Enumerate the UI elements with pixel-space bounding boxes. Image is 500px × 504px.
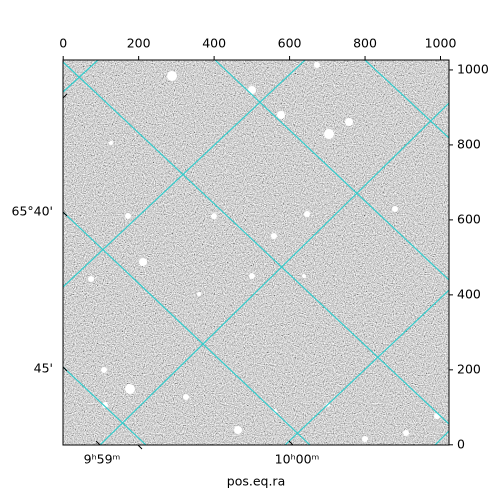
x-tick-label: 0 xyxy=(59,36,67,51)
x-axis-label: pos.eq.ra xyxy=(227,474,285,489)
y-tick-label: 800 xyxy=(457,136,481,151)
y-tick-label: 1000 xyxy=(457,61,489,76)
x-tick-label: 400 xyxy=(202,36,226,51)
x-tick-label: 600 xyxy=(278,36,302,51)
dec-tick-label: 45' xyxy=(34,361,53,376)
ra-tick-label: 10ʰ00ᵐ xyxy=(275,452,320,467)
ra-tick-label: 9ʰ59ᵐ xyxy=(84,452,121,467)
y-tick-label: 200 xyxy=(457,361,481,376)
y-tick-label: 400 xyxy=(457,286,481,301)
frame xyxy=(62,59,450,446)
ra-dec-ticks xyxy=(62,93,294,450)
x-tick-label: 1000 xyxy=(425,36,457,51)
dec-tick-label: 65°40' xyxy=(12,204,54,219)
y-tick-label: 600 xyxy=(457,211,481,226)
y-tick-label: 0 xyxy=(457,436,465,451)
x-tick-label: 200 xyxy=(127,36,151,51)
image xyxy=(63,60,449,445)
x-tick-label: 800 xyxy=(353,36,377,51)
coordinate-grid xyxy=(63,60,449,445)
